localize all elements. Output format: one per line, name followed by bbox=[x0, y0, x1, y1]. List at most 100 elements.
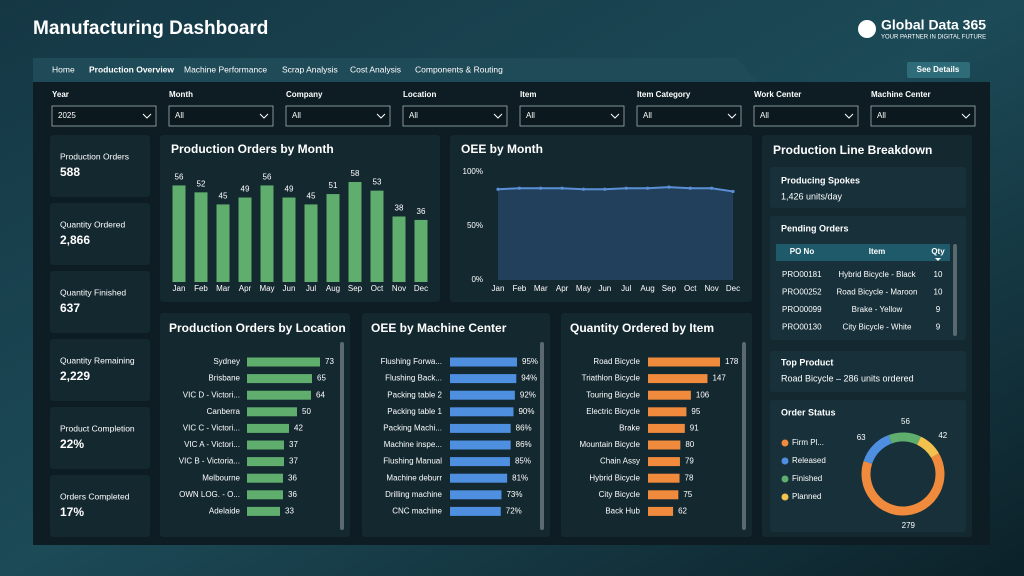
value-label: 85% bbox=[515, 457, 531, 466]
kpi-label: Quantity Ordered bbox=[60, 219, 125, 229]
nav-item[interactable]: Home bbox=[52, 64, 75, 74]
category-label: Flushing Forwa... bbox=[381, 357, 442, 366]
value-label: 279 bbox=[902, 521, 916, 530]
nav-item[interactable]: Components & Routing bbox=[415, 64, 503, 74]
bar bbox=[648, 357, 720, 367]
filter-value[interactable]: All bbox=[760, 111, 769, 120]
category-label: Packing Machi... bbox=[383, 424, 442, 433]
nav-bar bbox=[33, 58, 757, 82]
value-label: 56 bbox=[901, 417, 910, 426]
bar bbox=[238, 197, 252, 282]
x-tick-label: Jun bbox=[598, 284, 611, 293]
bar bbox=[247, 440, 284, 450]
kpi-value: 637 bbox=[60, 301, 80, 315]
bar bbox=[450, 473, 508, 483]
kpi-value: 588 bbox=[60, 165, 80, 179]
filter-label: Location bbox=[403, 90, 436, 99]
bar bbox=[247, 390, 311, 400]
panel bbox=[50, 475, 150, 537]
category-label: Packing table 2 bbox=[387, 390, 442, 399]
legend-label: Finished bbox=[792, 474, 822, 483]
table-header-cell[interactable]: Qty bbox=[931, 247, 945, 256]
scrollbar[interactable] bbox=[742, 342, 746, 530]
chart-title: Order Status bbox=[781, 407, 836, 417]
filter-box[interactable] bbox=[636, 105, 742, 127]
value-label: 64 bbox=[316, 390, 325, 399]
filter-value[interactable]: All bbox=[877, 111, 886, 120]
value-label: 52 bbox=[197, 179, 206, 188]
x-tick-label: Mar bbox=[534, 284, 548, 293]
x-tick-label: Mar bbox=[216, 284, 230, 293]
filter-box[interactable] bbox=[285, 105, 391, 127]
y-tick-label: 100% bbox=[463, 167, 483, 176]
bar bbox=[370, 190, 384, 282]
bar bbox=[172, 185, 186, 282]
table-cell: Road Bicycle - Maroon bbox=[837, 288, 918, 297]
kpi-label: Orders Completed bbox=[60, 491, 130, 501]
chart-title: Production Orders by Location bbox=[169, 321, 346, 335]
category-label: Touring Bicycle bbox=[586, 390, 640, 399]
scrollbar[interactable] bbox=[540, 342, 544, 530]
filter-box[interactable] bbox=[519, 105, 625, 127]
value-label: 51 bbox=[329, 181, 338, 190]
bar bbox=[247, 374, 312, 384]
filter-value[interactable]: All bbox=[409, 111, 418, 120]
filter-box[interactable] bbox=[753, 105, 859, 127]
filter-box[interactable] bbox=[870, 105, 976, 127]
table-header-cell[interactable]: Item bbox=[869, 247, 885, 256]
legend-marker bbox=[781, 439, 789, 447]
kpi-value: 22% bbox=[60, 437, 84, 451]
category-label: Triathlon Bicycle bbox=[582, 374, 641, 383]
point bbox=[581, 187, 586, 191]
panel bbox=[50, 271, 150, 333]
filter-value[interactable]: All bbox=[643, 111, 652, 120]
category-label: CNC machine bbox=[392, 507, 442, 516]
filter-value[interactable]: All bbox=[175, 111, 184, 120]
value-label: 94% bbox=[521, 374, 537, 383]
value-label: 38 bbox=[395, 204, 404, 213]
category-label: Brisbane bbox=[208, 374, 240, 383]
donut-segment bbox=[916, 436, 939, 458]
bar bbox=[450, 457, 510, 467]
bar bbox=[648, 390, 691, 400]
category-label: VIC B - Victoria... bbox=[179, 457, 240, 466]
kpi-value: 2,229 bbox=[60, 369, 90, 383]
x-tick-label: Sep bbox=[662, 284, 677, 293]
nav-item[interactable]: Scrap Analysis bbox=[282, 64, 338, 74]
legend-label: Planned bbox=[792, 492, 821, 501]
filter-value[interactable]: 2025 bbox=[58, 111, 76, 120]
legend-marker bbox=[781, 475, 789, 483]
filter-value[interactable]: All bbox=[526, 111, 535, 120]
bar bbox=[450, 423, 511, 433]
table-cell: 10 bbox=[934, 270, 943, 279]
panel bbox=[160, 135, 440, 302]
value-label: 36 bbox=[417, 207, 426, 216]
table-header-cell[interactable]: PO No bbox=[790, 247, 815, 256]
scrollbar[interactable] bbox=[340, 342, 344, 530]
see-details-button[interactable] bbox=[907, 62, 970, 78]
table-cell: PRO00181 bbox=[782, 270, 822, 279]
x-tick-label: Nov bbox=[392, 284, 406, 293]
filter-label: Item bbox=[520, 90, 536, 99]
kpi-label: Quantity Remaining bbox=[60, 355, 135, 365]
table-scrollbar[interactable] bbox=[953, 244, 957, 336]
filter-label: Work Center bbox=[754, 90, 801, 99]
filter-box[interactable] bbox=[402, 105, 508, 127]
value-label: 91 bbox=[690, 424, 699, 433]
nav-item[interactable]: Production Overview bbox=[89, 64, 174, 74]
nav-item[interactable]: Machine Performance bbox=[184, 64, 267, 74]
see-details-label[interactable]: See Details bbox=[917, 65, 960, 74]
table-cell: PRO00130 bbox=[782, 323, 822, 332]
filter-box[interactable] bbox=[168, 105, 274, 127]
bar bbox=[450, 357, 517, 367]
filter-value[interactable]: All bbox=[292, 111, 301, 120]
filter-label: Machine Center bbox=[871, 90, 931, 99]
value-label: 53 bbox=[373, 178, 382, 187]
nav-item[interactable]: Cost Analysis bbox=[350, 64, 401, 74]
chart-title: OEE by Machine Center bbox=[371, 321, 507, 335]
filter-box[interactable] bbox=[51, 105, 157, 127]
chart-title: Quantity Ordered by Item bbox=[570, 321, 714, 335]
table-cell: Brake - Yellow bbox=[852, 305, 903, 314]
value-label: 178 bbox=[725, 357, 739, 366]
